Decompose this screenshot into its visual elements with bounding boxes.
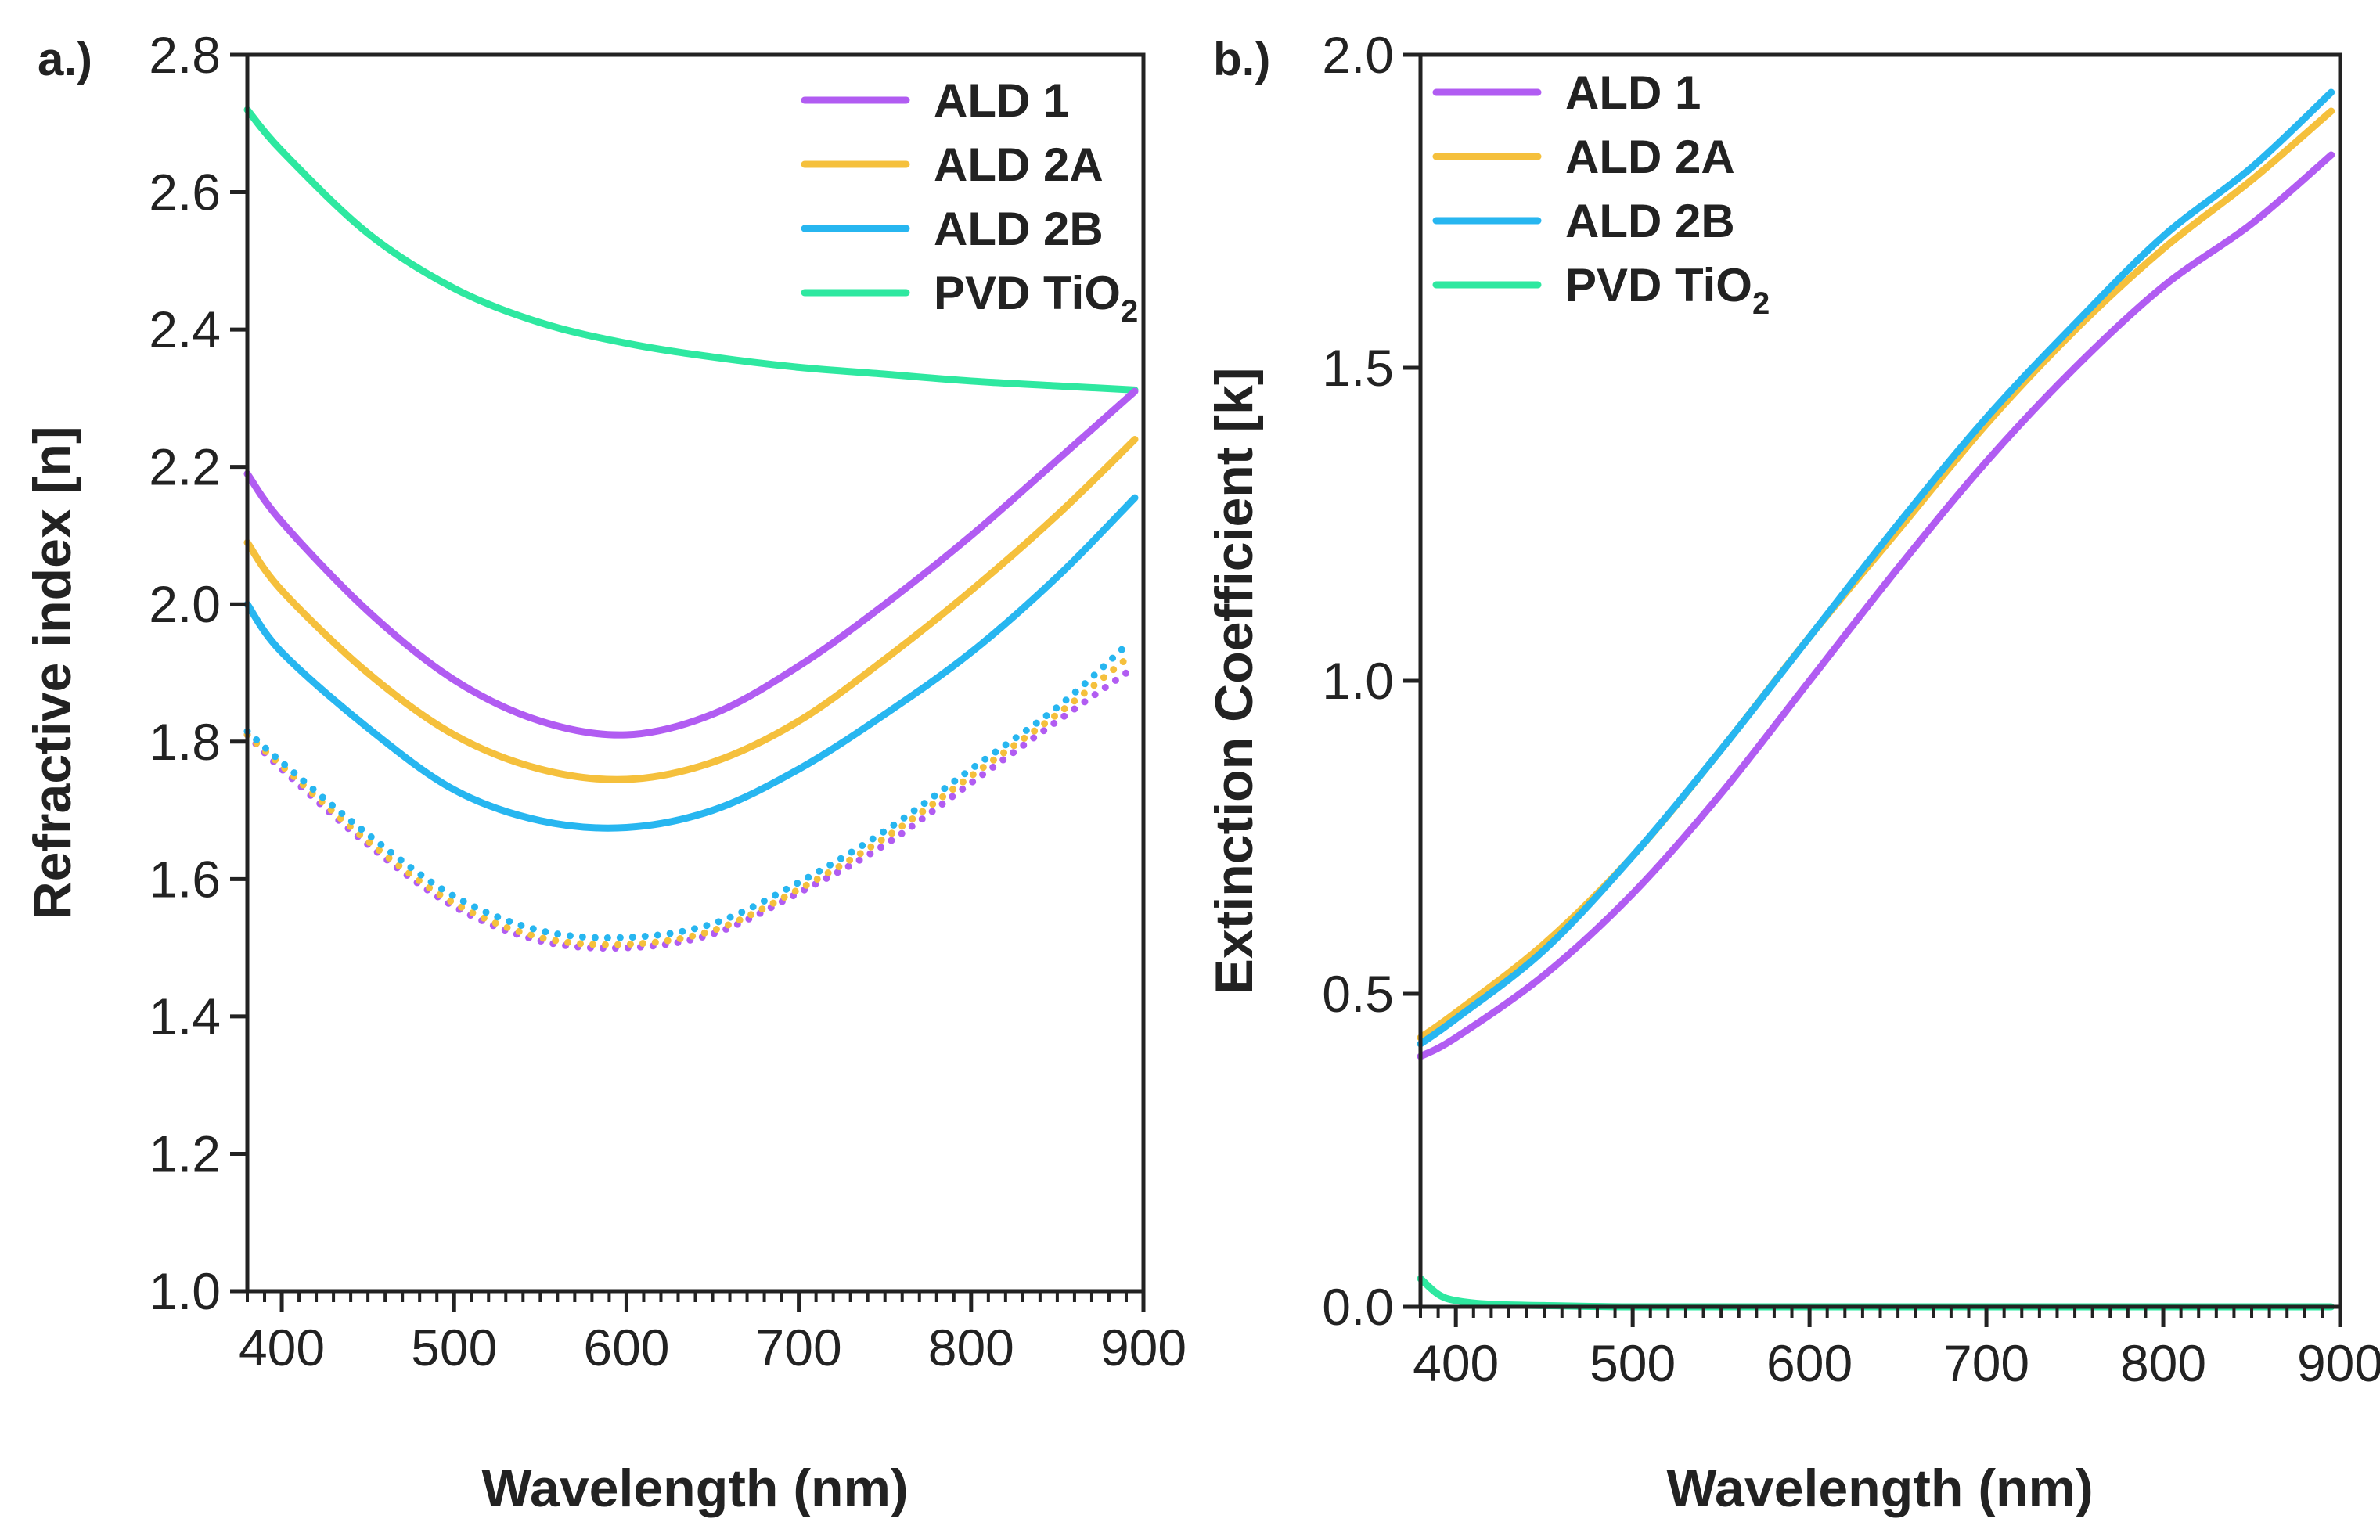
panel-b-y-tick-label: 0.0 xyxy=(1322,1278,1394,1336)
panel-b-x-tick-label: 600 xyxy=(1766,1334,1853,1392)
panel-a-legend-label: ALD 2B xyxy=(934,203,1104,255)
panel-b-x-tick-label: 800 xyxy=(2120,1334,2206,1392)
panel-a-y-tick-label: 2.2 xyxy=(149,438,221,496)
panel-a-y-tick-label: 1.4 xyxy=(149,988,221,1045)
panel-a-x-tick-label: 600 xyxy=(583,1319,669,1376)
panel-a-x-tick-label: 900 xyxy=(1100,1319,1186,1376)
panel-a-series-ald-2b xyxy=(243,494,1139,832)
panel-b-legend-label: ALD 1 xyxy=(1565,67,1701,119)
panel-a-y-tick-label: 2.0 xyxy=(149,575,221,633)
panel-b-x-axis-title: Wavelength (nm) xyxy=(1666,1459,2093,1518)
panel-a-series-ald-2a-dotted xyxy=(243,655,1130,948)
panel-a-series-ald-1 xyxy=(243,387,1139,739)
panel-b-y-tick-label: 2.0 xyxy=(1322,26,1394,84)
panel-b-y-tick-label: 1.0 xyxy=(1322,652,1394,710)
panel-b-legend-label: PVD TiO2 xyxy=(1565,259,1770,321)
panel-b-series-ald-2b xyxy=(1417,88,2335,1048)
panel-b-x-tick-label: 400 xyxy=(1413,1334,1499,1392)
panel-a-x-tick-label: 800 xyxy=(928,1319,1014,1376)
panel-b-y-tick-label: 0.5 xyxy=(1322,965,1394,1023)
panel-b-x-tick-label: 500 xyxy=(1590,1334,1676,1392)
panel-a-series-ald-2b-dotted xyxy=(243,642,1130,941)
panel-a-series-pvd-tio2 xyxy=(243,106,1139,394)
panel-b-x-tick-label: 900 xyxy=(2297,1334,2380,1392)
panel-a-legend-label: ALD 1 xyxy=(934,74,1069,127)
panel-b-y-tick-label: 1.5 xyxy=(1322,339,1394,397)
panel-a-x-tick-label: 700 xyxy=(756,1319,842,1376)
panel-a-legend-label: ALD 2A xyxy=(934,139,1104,191)
panel-b-series-ald-2a xyxy=(1417,107,2335,1042)
panel-a-y-tick-label: 1.2 xyxy=(149,1124,221,1182)
panel-a-y-tick-label: 1.0 xyxy=(149,1262,221,1320)
panel-a-series-ald-2a xyxy=(243,436,1139,783)
panel-a-series-ald-1-dotted xyxy=(243,669,1130,952)
panel-b-series-ald-1 xyxy=(1417,151,2335,1060)
panel-a-label: a.) xyxy=(38,33,92,85)
panel-b-y-axis-title: Extinction Coefficient [k] xyxy=(1204,368,1264,995)
panel-b-extinction-coefficient: b.) 400 500 600 700 800 900 0.0 0.5 1.0 1.5 2.0 AL… xyxy=(1204,26,2380,1518)
panel-b-x-tick-label: 700 xyxy=(1943,1334,2029,1392)
panel-a-y-tick-label: 1.6 xyxy=(149,850,221,908)
panel-a-y-tick-label: 2.6 xyxy=(149,164,221,221)
panel-a-x-tick-label: 500 xyxy=(411,1319,497,1376)
panel-a-x-tick-label: 400 xyxy=(239,1319,325,1376)
panel-b-plot-frame xyxy=(1418,52,2342,1309)
panel-a-y-axis-title: Refractive index [n] xyxy=(23,426,82,919)
panel-a-y-tick-label: 2.4 xyxy=(149,300,221,358)
panel-a-y-tick-label: 1.8 xyxy=(149,713,221,771)
panel-a-legend-label: PVD TiO2 xyxy=(934,267,1138,329)
panel-a-x-axis-title: Wavelength (nm) xyxy=(481,1459,908,1518)
panel-b-legend-label: ALD 2A xyxy=(1565,131,1735,183)
panel-a-refractive-index: a.) 400 500 600 700 800 900 1.0 1.2 1.4 1.6 1.8 2.0… xyxy=(23,26,1186,1518)
panel-b-legend-label: ALD 2B xyxy=(1565,195,1735,247)
panel-b-label: b.) xyxy=(1213,33,1270,85)
panel-b-series-pvd-tio2 xyxy=(1417,1275,2335,1311)
panel-a-y-tick-label: 2.8 xyxy=(149,26,221,84)
